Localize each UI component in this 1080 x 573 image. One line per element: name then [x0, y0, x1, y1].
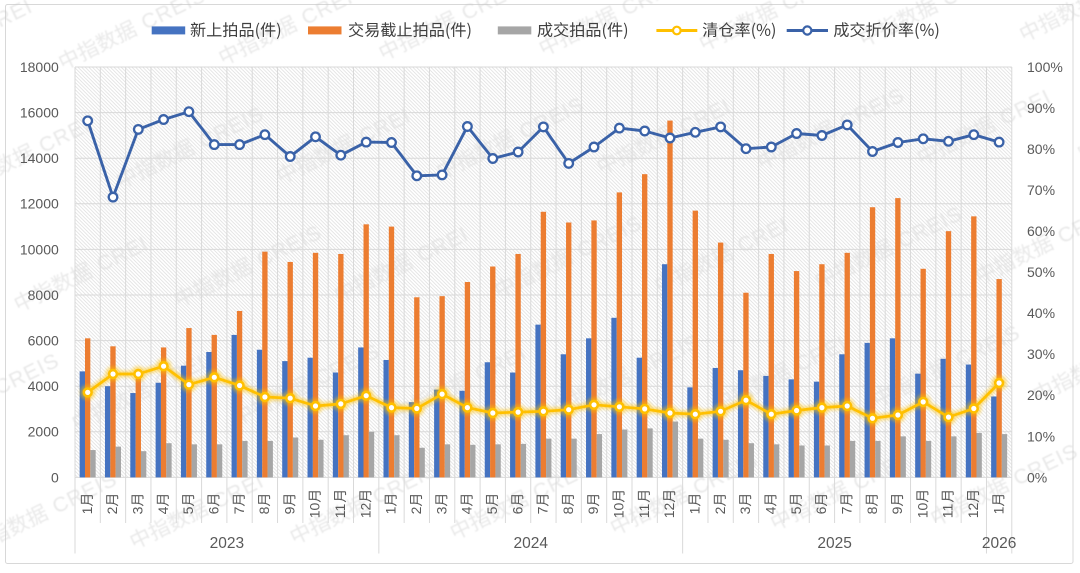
svg-text:10: 10: [914, 503, 930, 519]
svg-text:2026: 2026: [982, 535, 1016, 552]
svg-text:3: 3: [433, 506, 449, 514]
svg-text:40%: 40%: [1027, 305, 1055, 321]
svg-text:11: 11: [940, 504, 956, 519]
svg-text:5: 5: [788, 506, 804, 514]
svg-text:6000: 6000: [28, 333, 59, 349]
svg-text:8: 8: [560, 506, 576, 514]
svg-text:2: 2: [712, 506, 728, 514]
svg-text:100%: 100%: [1027, 59, 1063, 75]
svg-text:6: 6: [205, 506, 221, 514]
svg-text:4: 4: [155, 506, 171, 514]
svg-text:2025: 2025: [817, 535, 851, 552]
svg-text:1: 1: [990, 506, 1006, 514]
svg-text:6: 6: [509, 506, 525, 514]
svg-text:1: 1: [383, 506, 399, 514]
svg-text:3: 3: [737, 506, 753, 514]
svg-text:3: 3: [130, 506, 146, 514]
svg-text:5: 5: [484, 506, 500, 514]
svg-text:10: 10: [611, 503, 627, 519]
svg-text:7: 7: [535, 506, 551, 514]
svg-text:18000: 18000: [20, 59, 59, 75]
svg-text:8: 8: [864, 506, 880, 514]
svg-text:80%: 80%: [1027, 141, 1055, 157]
svg-text:10%: 10%: [1027, 428, 1055, 444]
svg-text:4000: 4000: [28, 378, 59, 394]
svg-text:70%: 70%: [1027, 182, 1055, 198]
svg-text:60%: 60%: [1027, 223, 1055, 239]
svg-text:11: 11: [636, 504, 652, 519]
svg-text:12: 12: [965, 503, 981, 519]
svg-text:2024: 2024: [513, 535, 548, 552]
svg-text:2: 2: [104, 506, 120, 514]
svg-text:12: 12: [661, 503, 677, 519]
svg-text:30%: 30%: [1027, 346, 1055, 362]
svg-text:7: 7: [231, 506, 247, 514]
svg-text:1: 1: [79, 506, 95, 514]
svg-text:8000: 8000: [28, 287, 59, 303]
svg-text:10: 10: [307, 503, 323, 519]
svg-text:9: 9: [281, 506, 297, 514]
svg-text:5: 5: [180, 506, 196, 514]
svg-text:4: 4: [762, 506, 778, 514]
svg-text:1: 1: [687, 506, 703, 514]
svg-text:20%: 20%: [1027, 387, 1055, 403]
svg-text:6: 6: [813, 506, 829, 514]
svg-text:9: 9: [889, 506, 905, 514]
svg-text:50%: 50%: [1027, 264, 1055, 280]
svg-text:4: 4: [459, 506, 475, 514]
svg-text:7: 7: [838, 506, 854, 514]
svg-text:8: 8: [256, 506, 272, 514]
svg-text:16000: 16000: [20, 105, 59, 121]
svg-text:12: 12: [357, 503, 373, 519]
svg-text:14000: 14000: [20, 150, 59, 166]
svg-text:10000: 10000: [20, 241, 59, 257]
svg-text:90%: 90%: [1027, 100, 1055, 116]
svg-text:2: 2: [408, 506, 424, 514]
svg-text:9: 9: [585, 506, 601, 514]
svg-text:12000: 12000: [20, 196, 59, 212]
svg-text:0%: 0%: [1027, 469, 1047, 485]
svg-text:2000: 2000: [28, 424, 59, 440]
svg-text:2023: 2023: [210, 535, 244, 552]
svg-text:11: 11: [332, 504, 348, 519]
svg-text:0: 0: [51, 469, 59, 485]
